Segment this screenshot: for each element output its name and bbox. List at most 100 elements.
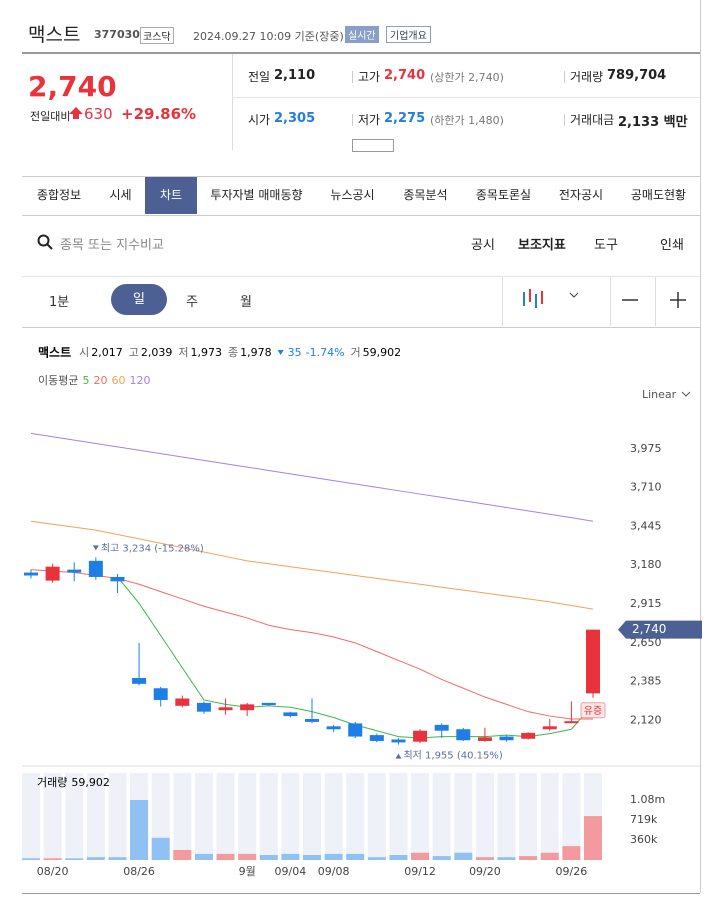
candle-body <box>564 721 579 724</box>
tab[interactable]: 종목토론실 <box>475 188 532 202</box>
y-tick-label: 2,120 <box>630 713 662 726</box>
tool-link[interactable]: 도구 <box>594 238 618 253</box>
volume-value: 59,902 <box>71 776 110 789</box>
tab[interactable]: 종목분석 <box>403 188 448 202</box>
volume-slot <box>389 773 408 860</box>
tab[interactable]: 전자공시 <box>558 188 604 202</box>
volume-slot <box>475 773 494 860</box>
sep <box>655 277 656 326</box>
volume-slot <box>238 773 257 860</box>
volume-bar <box>259 855 278 860</box>
change-pct: +29.86% <box>121 105 197 123</box>
volume-bar <box>65 858 84 860</box>
candle-body <box>24 572 38 576</box>
volume-slot <box>540 773 559 860</box>
badge-box <box>580 702 606 719</box>
stat-value: 2,740 <box>384 68 426 83</box>
volume-tick-label: 1.08m <box>630 793 665 806</box>
chart-frame <box>22 327 700 894</box>
candle-body <box>391 739 406 743</box>
last-price-tag <box>618 620 702 639</box>
y-tick-label: 3,180 <box>630 558 662 571</box>
candle-body <box>261 702 276 706</box>
info-label: 시 <box>79 346 89 359</box>
y-tick-label: 2,385 <box>630 675 662 688</box>
volume-slot <box>519 773 538 860</box>
candle-body <box>542 726 557 730</box>
volume-bar <box>22 858 40 860</box>
volume-bar <box>432 856 451 860</box>
stat-value: 2,305 <box>274 111 316 126</box>
volume-slot <box>108 773 127 860</box>
volume-bar <box>108 857 127 860</box>
candle-body <box>477 737 492 741</box>
scale-label: Linear <box>642 388 677 401</box>
chart-type-button[interactable] <box>520 286 590 312</box>
overview-button[interactable]: 기업개요 <box>386 26 431 43</box>
volume-bar <box>389 855 408 860</box>
x-tick-label: 09/08 <box>318 865 350 878</box>
tool-link[interactable]: 인쇄 <box>660 238 684 253</box>
period[interactable]: 월 <box>240 295 252 310</box>
y-tick-label: 3,710 <box>630 481 662 494</box>
stat-value: 2,133 백만 <box>618 115 688 130</box>
badge: 유증 <box>584 705 602 717</box>
x-tick-label: 08/26 <box>123 865 155 878</box>
tab[interactable]: 뉴스공시 <box>330 188 375 202</box>
info-label: 종 <box>228 346 238 359</box>
expand-button[interactable] <box>352 139 394 152</box>
stat-label: 거래대금 <box>570 113 615 127</box>
candle-body <box>413 730 428 742</box>
compare-label: 전일대비 <box>30 110 71 123</box>
volume-slot <box>562 773 581 860</box>
candle-body <box>369 735 384 741</box>
ma-line <box>30 432 594 522</box>
tab-bar <box>22 176 700 216</box>
candle-body <box>521 732 536 739</box>
stat-label: 거래량 <box>570 70 604 84</box>
volume-bar <box>497 857 516 860</box>
last-price-label: 2,740 <box>632 622 666 636</box>
info-volume: 59,902 <box>363 346 402 359</box>
volume-bar <box>584 816 602 860</box>
stat-sep <box>352 71 353 83</box>
candle-body <box>499 736 514 741</box>
realtime-badge[interactable]: 실시간 <box>345 26 379 43</box>
info-value: 1,978 <box>240 346 272 359</box>
period[interactable]: 일 <box>111 284 167 315</box>
candle-body <box>218 707 233 711</box>
ma-line <box>30 520 594 610</box>
stat-value: 2,110 <box>274 68 316 83</box>
up-arrow <box>69 107 83 119</box>
tab[interactable]: 종합정보 <box>36 188 82 202</box>
stat-sep <box>564 114 565 126</box>
volume-bar <box>194 853 213 860</box>
candle-body <box>67 569 82 573</box>
tool-link[interactable]: 공시 <box>471 238 495 253</box>
tab[interactable]: 차트 <box>145 177 197 214</box>
sep <box>610 277 611 326</box>
tab[interactable]: 시세 <box>109 188 132 202</box>
price: 2,740 <box>28 70 117 103</box>
chart-name: 맥스트 <box>38 345 71 360</box>
candle-body <box>153 688 168 700</box>
tool-link[interactable]: 보조지표 <box>518 238 566 253</box>
volume-label: 거래량 <box>37 776 67 789</box>
y-tick-label: 3,445 <box>630 519 662 532</box>
x-tick-label: 09/26 <box>556 865 588 878</box>
stat-note: (하한가 1,480) <box>430 114 504 127</box>
period[interactable]: 1분 <box>49 295 70 310</box>
tab[interactable]: 공매도현황 <box>630 188 687 202</box>
volume-slot <box>65 773 84 860</box>
info-value: 1,973 <box>191 346 223 359</box>
price-box <box>22 54 233 150</box>
search-icon <box>37 234 53 250</box>
candle-body <box>586 629 600 694</box>
search-input[interactable]: 종목 또는 지수비교 <box>60 238 164 253</box>
tab[interactable]: 투자자별 매매동향 <box>210 188 303 202</box>
period[interactable]: 주 <box>186 295 198 310</box>
volume-tick-label: 719k <box>630 813 658 826</box>
zoom-buttons[interactable] <box>620 290 690 310</box>
volume-slot <box>22 773 40 860</box>
volume-bar <box>562 846 581 860</box>
